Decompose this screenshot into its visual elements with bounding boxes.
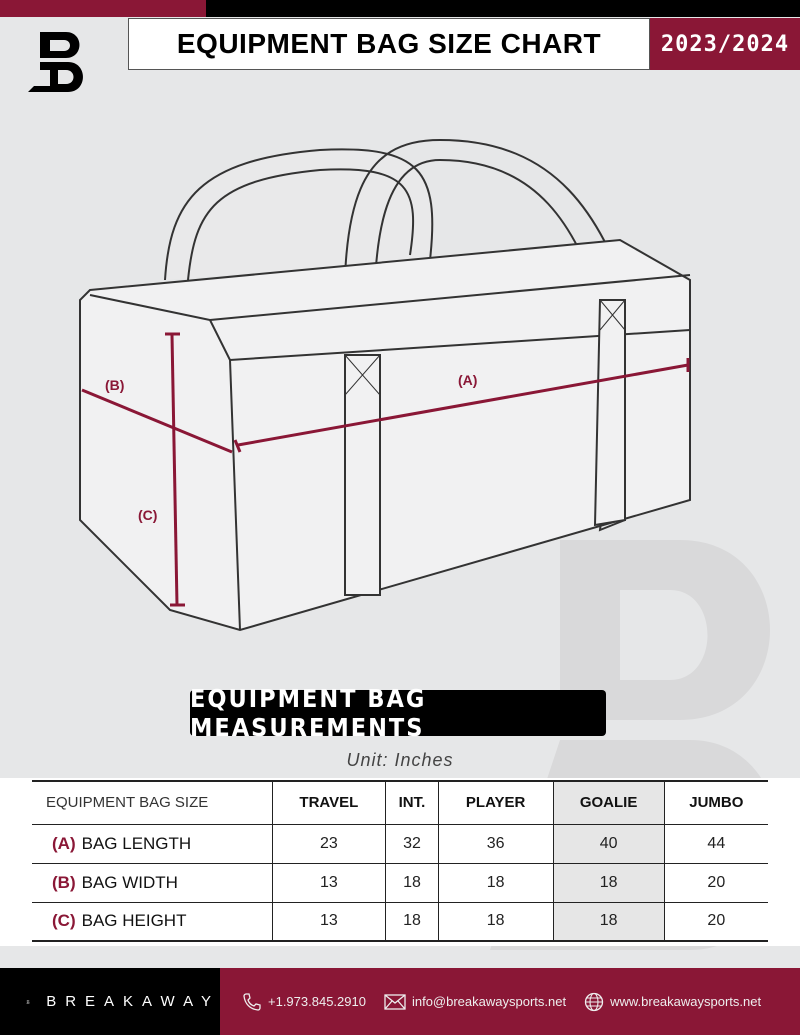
table-row: (C) BAG HEIGHT 13 18 18 18 20: [32, 901, 768, 942]
measurements-title: EQUIPMENT BAG MEASUREMENTS: [190, 684, 606, 742]
top-black-bar: [206, 0, 800, 17]
col-travel: TRAVEL: [271, 780, 386, 824]
footer-brand: BREAKAWAY: [0, 968, 220, 1035]
cell: 13: [271, 901, 386, 942]
brand-name: BREAKAWAY: [46, 993, 220, 1010]
col-player: PLAYER: [437, 780, 554, 824]
cell: 23: [271, 823, 386, 863]
cell: 20: [663, 862, 768, 902]
email-contact[interactable]: info@breakawaysports.net: [384, 993, 566, 1011]
row-label: (A) BAG LENGTH: [32, 823, 272, 863]
size-table-panel: EQUIPMENT BAG SIZE TRAVEL INT. PLAYER GO…: [0, 778, 800, 946]
website-contact[interactable]: www.breakawaysports.net: [584, 992, 761, 1012]
col-jumbo: JUMBO: [663, 780, 768, 824]
bag-diagram: (A) (B) (C): [79, 138, 691, 632]
cell: 18: [552, 901, 665, 942]
row-label: (B) BAG WIDTH: [32, 862, 272, 902]
table-header-row: EQUIPMENT BAG SIZE TRAVEL INT. PLAYER GO…: [32, 780, 768, 824]
col-goalie: GOALIE: [552, 780, 665, 824]
cell: 18: [437, 901, 554, 942]
label-a: (A): [458, 372, 477, 388]
table-row: (B) BAG WIDTH 13 18 18 18 20: [32, 862, 768, 902]
page-title: EQUIPMENT BAG SIZE CHART: [128, 18, 650, 70]
phone-contact[interactable]: +1.973.845.2910: [242, 992, 366, 1012]
table-row: (A) BAG LENGTH 23 32 36 40 44: [32, 823, 768, 863]
cell: 20: [663, 901, 768, 942]
breakaway-logo-small: [26, 999, 30, 1004]
row-label: (C) BAG HEIGHT: [32, 901, 272, 942]
unit-label: Unit: Inches: [346, 750, 454, 770]
globe-icon: [584, 992, 604, 1011]
cell: 18: [385, 862, 439, 902]
cell: 32: [385, 823, 439, 863]
top-accent-bar: [0, 0, 206, 17]
cell: 40: [552, 823, 665, 863]
cell: 44: [663, 823, 768, 863]
mail-icon: [384, 993, 406, 1010]
cell: 36: [437, 823, 554, 863]
label-b: (B): [105, 377, 124, 393]
cell: 18: [437, 862, 554, 902]
cell: 18: [385, 901, 439, 942]
label-c: (C): [138, 507, 157, 523]
size-table: EQUIPMENT BAG SIZE TRAVEL INT. PLAYER GO…: [32, 780, 768, 942]
cell: 13: [271, 862, 386, 902]
cell: 18: [552, 862, 665, 902]
season-badge: 2023/2024: [650, 18, 800, 70]
header-label: EQUIPMENT BAG SIZE: [32, 780, 272, 824]
col-int: INT.: [385, 780, 439, 824]
footer-contacts: +1.973.845.2910 info@breakawaysports.net…: [220, 968, 800, 1035]
breakaway-logo: [28, 32, 83, 92]
phone-icon: [243, 992, 261, 1011]
